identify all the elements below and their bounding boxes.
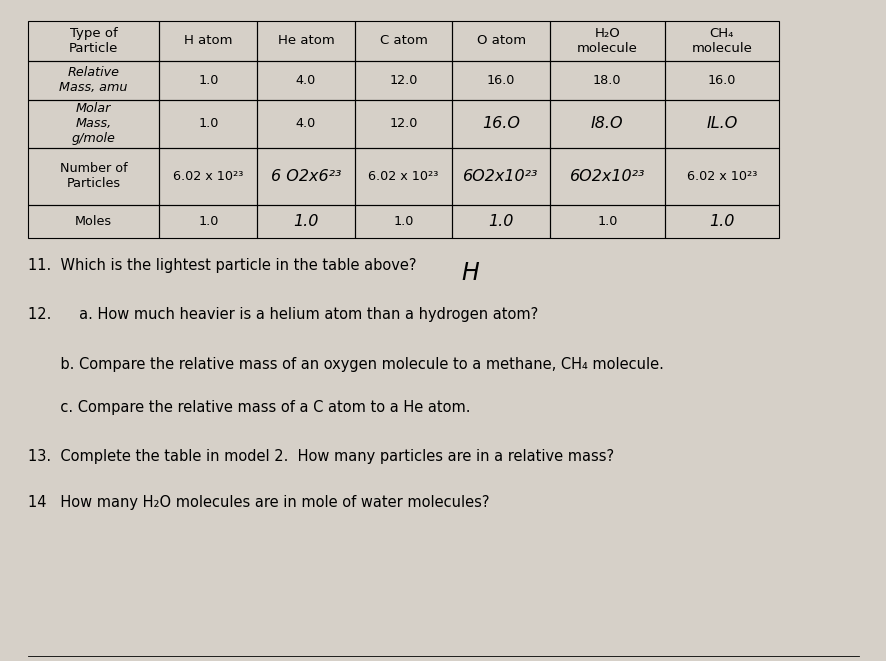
Text: b. Compare the relative mass of an oxygen molecule to a methane, CH₄ molecule.: b. Compare the relative mass of an oxyge… [27,357,663,372]
Text: Molar
Mass,
g/mole: Molar Mass, g/mole [72,102,115,145]
Text: 18.0: 18.0 [593,74,621,87]
Text: Moles: Moles [75,215,113,228]
Text: 6.02 x 10²³: 6.02 x 10²³ [686,170,756,182]
Text: 4.0: 4.0 [295,117,315,130]
Text: H₂O
molecule: H₂O molecule [576,27,637,55]
Text: 1.0: 1.0 [488,214,513,229]
Text: 1.0: 1.0 [392,215,413,228]
Text: 6.02 x 10²³: 6.02 x 10²³ [368,170,439,182]
Text: C atom: C atom [379,34,427,48]
Text: 11.  Which is the lightest particle in the table above?: 11. Which is the lightest particle in th… [27,258,416,273]
Text: H atom: H atom [183,34,232,48]
Text: O atom: O atom [476,34,525,48]
Text: CH₄
molecule: CH₄ molecule [690,27,751,55]
Text: Type of
Particle: Type of Particle [69,27,118,55]
Text: 1.0: 1.0 [198,117,218,130]
Text: 1.0: 1.0 [293,214,318,229]
Text: 1.0: 1.0 [198,74,218,87]
Text: 1.0: 1.0 [198,215,218,228]
Text: 16.0: 16.0 [707,74,735,87]
Text: He atom: He atom [277,34,334,48]
Text: 4.0: 4.0 [295,74,315,87]
Text: 6.02 x 10²³: 6.02 x 10²³ [173,170,244,182]
Text: 1.0: 1.0 [709,214,734,229]
Text: 12.      a. How much heavier is a helium atom than a hydrogen atom?: 12. a. How much heavier is a helium atom… [27,307,538,323]
Text: 6O2x10²³: 6O2x10²³ [463,169,538,184]
Text: 12.0: 12.0 [389,74,417,87]
Text: 6O2x10²³: 6O2x10²³ [569,169,644,184]
Text: 1.0: 1.0 [596,215,617,228]
Text: IL.O: IL.O [705,116,737,132]
Text: I8.O: I8.O [590,116,623,132]
Text: 6 O2x6²³: 6 O2x6²³ [270,169,341,184]
Text: 13.  Complete the table in model 2.  How many particles are in a relative mass?: 13. Complete the table in model 2. How m… [27,449,613,464]
Text: 14   How many H₂O molecules are in mole of water molecules?: 14 How many H₂O molecules are in mole of… [27,495,489,510]
Text: H: H [461,261,478,286]
Text: 16.0: 16.0 [486,74,515,87]
Text: 16.O: 16.O [482,116,519,132]
Text: Relative
Mass, amu: Relative Mass, amu [59,66,128,95]
Text: c. Compare the relative mass of a C atom to a He atom.: c. Compare the relative mass of a C atom… [27,400,470,414]
Text: Number of
Particles: Number of Particles [60,162,128,190]
Text: 12.0: 12.0 [389,117,417,130]
